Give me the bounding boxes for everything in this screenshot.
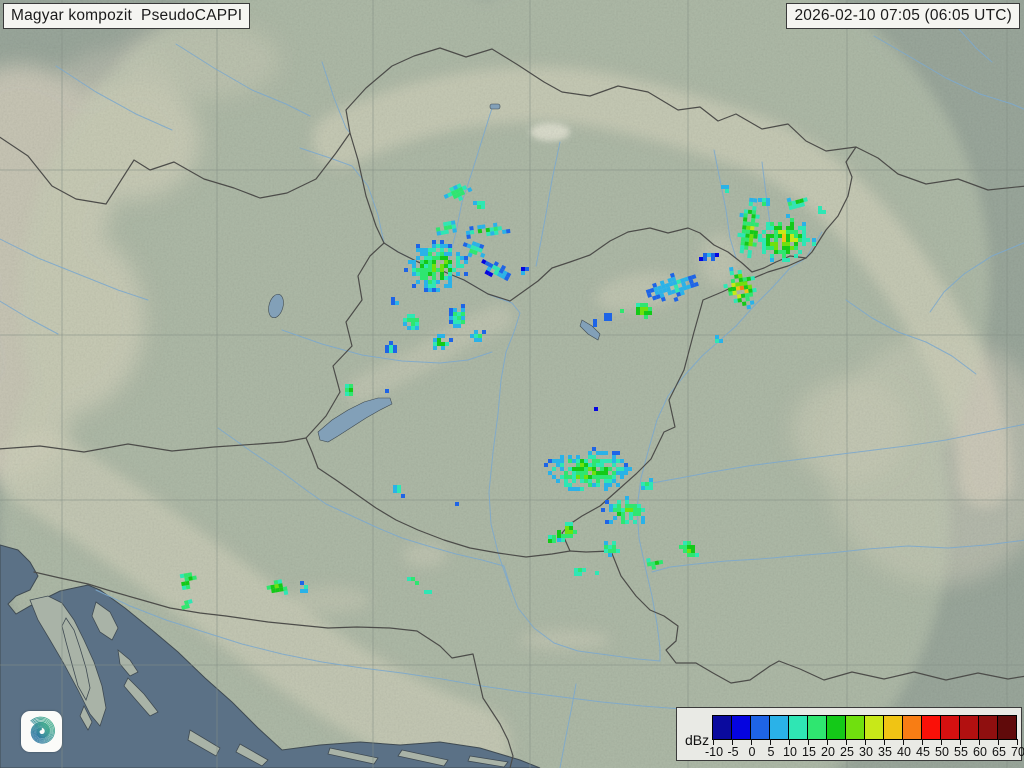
country-borders: [0, 47, 1024, 768]
legend-swatch: [731, 715, 751, 740]
lake-neusiedl: [268, 293, 284, 319]
legend-tickmark: [979, 739, 980, 745]
legend-unit-label: dBz: [685, 732, 710, 748]
legend-tick-label: 45: [916, 745, 930, 759]
legend-tickmark: [1017, 739, 1018, 745]
dbz-legend: dBz -10 -5 0 5 10 15 20 25 30 35 40 45 50 55 60 65 70: [676, 707, 1024, 761]
legend-swatch: [864, 715, 884, 740]
legend-swatch: [940, 715, 960, 740]
lake-balaton: [317, 397, 393, 443]
legend-tickmark: [903, 739, 904, 745]
legend-tick-label: 10: [783, 745, 797, 759]
legend-swatch: [769, 715, 789, 740]
legend-tickmark: [732, 739, 733, 745]
legend-tickmark: [846, 739, 847, 745]
legend-tickmark: [789, 739, 790, 745]
legend-tick-label: 65: [992, 745, 1006, 759]
legend-color-scale: [712, 715, 1017, 740]
legend-tick-label: 5: [767, 745, 775, 759]
legend-tickmark: [713, 739, 714, 745]
legend-tickmark: [998, 739, 999, 745]
legend-tickmark: [770, 739, 771, 745]
legend-tick-label: 25: [840, 745, 854, 759]
legend-tickmark: [941, 739, 942, 745]
radar-echoes: [179, 183, 826, 610]
legend-tick-label: 20: [821, 745, 835, 759]
legend-swatch: [978, 715, 998, 740]
legend-tickmark: [960, 739, 961, 745]
adriatic-sea: [0, 544, 541, 768]
lakes: [268, 103, 601, 443]
legend-swatch: [921, 715, 941, 740]
legend-tick-label: 35: [878, 745, 892, 759]
legend-swatch: [997, 715, 1017, 740]
legend-tick-label: 60: [973, 745, 987, 759]
legend-tickmark: [751, 739, 752, 745]
legend-tickmark: [827, 739, 828, 745]
met-spiral-logo: [21, 711, 62, 752]
legend-tickmark: [865, 739, 866, 745]
legend-swatch: [883, 715, 903, 740]
legend-tick-label: 0: [748, 745, 756, 759]
legend-tickmark: [884, 739, 885, 745]
legend-swatch: [826, 715, 846, 740]
legend-swatch: [712, 715, 732, 740]
legend-tick-label: 30: [859, 745, 873, 759]
legend-tickmark: [808, 739, 809, 745]
timestamp-label: 2026-02-10 07:05 (06:05 UTC): [786, 3, 1020, 29]
spiral-icon: [30, 716, 55, 744]
legend-swatch: [807, 715, 827, 740]
legend-swatch: [750, 715, 770, 740]
legend-swatch: [959, 715, 979, 740]
legend-tick-label: -5: [727, 745, 739, 759]
legend-tick-label: 55: [954, 745, 968, 759]
legend-swatch: [788, 715, 808, 740]
legend-swatch: [902, 715, 922, 740]
legend-tick-label: -10: [704, 745, 724, 759]
legend-tick-label: 70: [1011, 745, 1024, 759]
legend-tick-label: 40: [897, 745, 911, 759]
legend-tick-label: 15: [802, 745, 816, 759]
lake-liptovska: [489, 103, 501, 110]
legend-swatch: [845, 715, 865, 740]
legend-tickmark: [922, 739, 923, 745]
product-title: Magyar kompozit PseudoCAPPI: [3, 3, 251, 29]
lake-tisza: [579, 319, 601, 341]
legend-tick-label: 50: [935, 745, 949, 759]
